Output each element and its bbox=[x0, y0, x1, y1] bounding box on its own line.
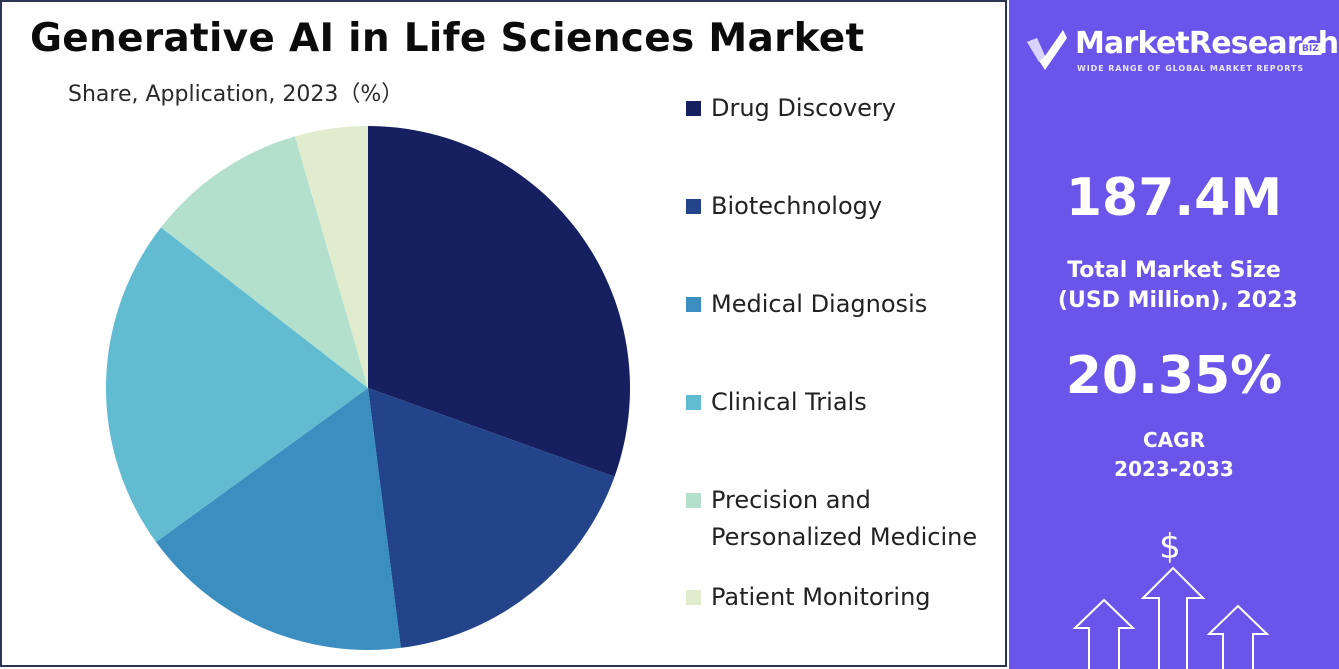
pie-slice-clinical-trials bbox=[106, 227, 369, 543]
legend-item-patient-monitoring: Patient Monitoring bbox=[686, 579, 1001, 616]
market-size-label: Total Market Size (USD Million), 2023 bbox=[1009, 256, 1339, 316]
legend-label: Precision and Personalized Medicine bbox=[711, 486, 978, 551]
brand-logo: MarketResearch BIZ WIDE RANGE OF GLOBAL … bbox=[1019, 26, 1339, 86]
legend-label: Clinical Trials bbox=[711, 388, 867, 416]
checkmark-logo-icon bbox=[1027, 30, 1067, 70]
cagr-label: CAGR 2023-2033 bbox=[1009, 426, 1339, 484]
market-size-label-line2: (USD Million), 2023 bbox=[1050, 288, 1298, 313]
chart-subtitle: Share, Application, 2023（%） bbox=[68, 82, 404, 107]
legend-swatch bbox=[686, 199, 701, 214]
brand-badge: BIZ bbox=[1299, 43, 1322, 55]
legend-item-precision-medicine: Precision and Personalized Medicine bbox=[686, 482, 1001, 556]
legend-item-drug-discovery: Drug Discovery bbox=[686, 90, 1001, 127]
legend-swatch bbox=[686, 297, 701, 312]
dollar-sign-icon: $ bbox=[1159, 527, 1181, 567]
cagr-label-line1: CAGR bbox=[1143, 428, 1205, 452]
legend-item-clinical-trials: Clinical Trials bbox=[686, 384, 1001, 421]
market-size-value: 187.4M bbox=[1065, 168, 1283, 228]
legend-swatch bbox=[686, 101, 701, 116]
chart-title: Generative AI in Life Sciences Market bbox=[30, 16, 865, 61]
chart-panel: Generative AI in Life Sciences Market Sh… bbox=[0, 0, 1007, 667]
stats-sidebar: MarketResearch BIZ WIDE RANGE OF GLOBAL … bbox=[1009, 0, 1339, 669]
pie-slice-patient-monitoring bbox=[294, 126, 368, 388]
legend-item-biotechnology: Biotechnology bbox=[686, 188, 1001, 225]
legend-label: Drug Discovery bbox=[711, 94, 896, 122]
brand-tagline: WIDE RANGE OF GLOBAL MARKET REPORTS bbox=[1077, 64, 1304, 73]
legend-label: Patient Monitoring bbox=[711, 583, 931, 611]
legend-item-medical-diagnosis: Medical Diagnosis bbox=[686, 286, 1001, 323]
cagr-label-line2: 2023-2033 bbox=[1114, 457, 1234, 481]
legend-swatch bbox=[686, 590, 701, 605]
pie-slice-drug-discovery bbox=[368, 126, 630, 477]
brand-name: MarketResearch bbox=[1075, 26, 1339, 61]
legend-swatch bbox=[686, 395, 701, 410]
pie-slice-biotechnology bbox=[368, 388, 615, 648]
cagr-value: 20.35% bbox=[1065, 346, 1283, 406]
legend-label: Biotechnology bbox=[711, 192, 883, 220]
growth-arrows-icon: $ bbox=[1072, 527, 1270, 669]
pie-slice-precision-and-personalized-medicine bbox=[160, 136, 368, 388]
market-size-label-line1: Total Market Size bbox=[1067, 258, 1281, 283]
pie-chart bbox=[106, 126, 630, 650]
legend-label: Medical Diagnosis bbox=[711, 290, 928, 318]
legend-swatch bbox=[686, 493, 701, 508]
legend: Drug Discovery Biotechnology Medical Dia… bbox=[686, 90, 1006, 630]
pie-slice-medical-diagnosis bbox=[156, 388, 401, 650]
